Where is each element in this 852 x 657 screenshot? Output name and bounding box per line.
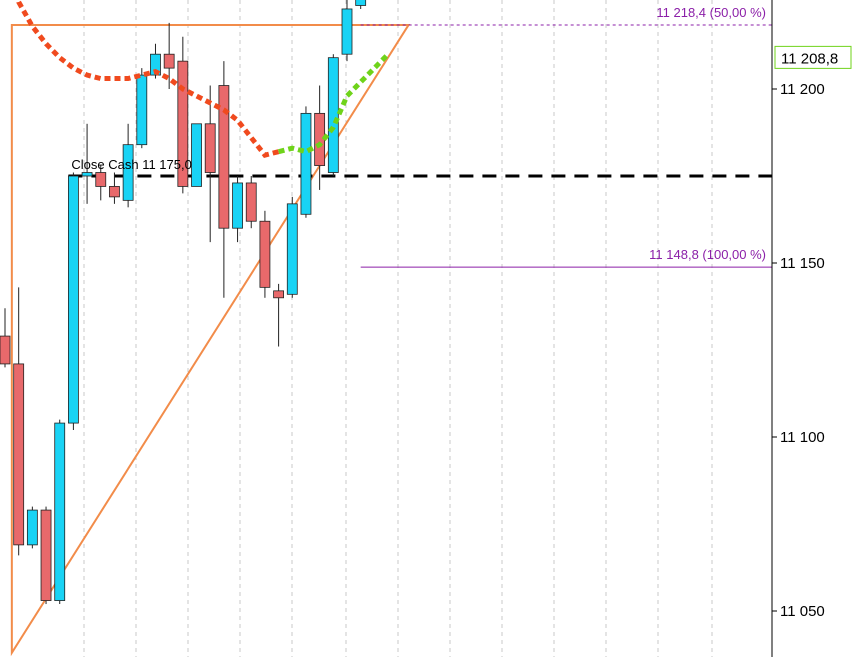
- bearish-candle: [163, 53, 175, 69]
- axis-tick-label: 11 150: [780, 255, 825, 272]
- moving-average-red: [15, 0, 280, 158]
- bullish-candle: [150, 53, 161, 76]
- bullish-candle: [68, 175, 79, 424]
- bullish-candle: [286, 203, 298, 295]
- bullish-candle: [327, 57, 339, 173]
- candles: [0, 0, 367, 605]
- bearish-candle: [218, 85, 230, 229]
- bullish-candle: [26, 509, 38, 546]
- bullish-candle: [232, 182, 243, 229]
- horizontal-levels: [68, 24, 772, 268]
- grid-lines: [83, 0, 713, 657]
- bearish-candle: [245, 182, 257, 222]
- level-labels: 11 288,0 (0,00 %)11 218,4 (50,00 %)11 14…: [71, 5, 766, 262]
- bearish-candle: [95, 172, 107, 187]
- fib-level-label: 11 148,8 (100,00 %): [649, 247, 766, 262]
- ma-level-badge: [774, 45, 852, 69]
- bearish-candle: [13, 363, 25, 546]
- bullish-candle: [355, 0, 367, 6]
- ma-level-label: 11 208,8: [781, 50, 838, 67]
- axis-tick-label: 11 200: [780, 81, 825, 98]
- axis-tick-label: 11 050: [780, 603, 825, 620]
- triangle-drawing[interactable]: [10, 23, 411, 657]
- bearish-candle: [109, 186, 120, 198]
- bearish-candle: [273, 290, 285, 299]
- bullish-candle: [81, 172, 93, 177]
- axis-tick-label: 11 100: [780, 429, 825, 446]
- axis-background: [772, 0, 852, 657]
- bearish-candle: [177, 60, 189, 187]
- bearish-candle: [204, 123, 216, 173]
- bearish-candle: [259, 220, 271, 288]
- bullish-candle: [341, 8, 353, 55]
- close-cash-label: Close Cash 11 175,0: [71, 157, 191, 172]
- bullish-candle: [136, 74, 148, 146]
- fib-level-label: 11 218,4 (50,00 %): [656, 5, 766, 20]
- moving-average-green: [277, 52, 390, 155]
- bullish-candle: [54, 422, 66, 601]
- moving-average: [15, 0, 390, 158]
- bullish-candle: [300, 112, 312, 215]
- bearish-candle: [0, 335, 11, 365]
- bearish-candle: [314, 112, 326, 166]
- bullish-candle: [122, 144, 134, 201]
- bullish-candle: [191, 123, 202, 187]
- triangle-shape: [10, 23, 411, 657]
- bearish-candle: [40, 509, 52, 601]
